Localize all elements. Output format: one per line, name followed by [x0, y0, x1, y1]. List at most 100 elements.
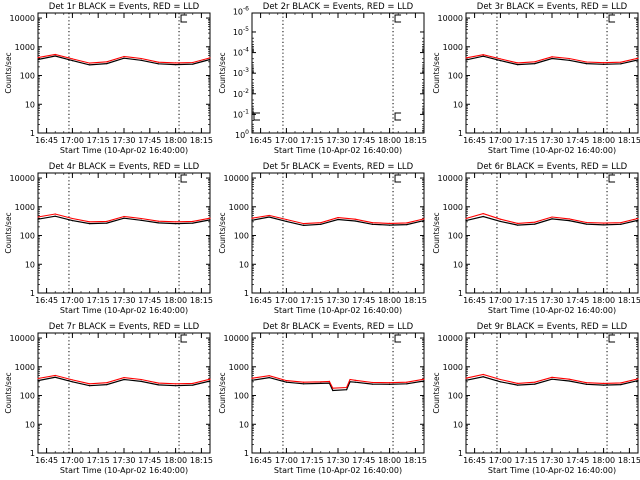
data-point-lld [328, 380, 330, 383]
x-tick-label: 17:00 [61, 456, 84, 465]
data-point-events [620, 223, 622, 225]
data-point-lld [89, 383, 91, 385]
bracket-marker [253, 112, 260, 121]
y-tick-label: 10000 [10, 334, 35, 343]
data-point-events [37, 380, 39, 382]
data-point-events [123, 378, 125, 381]
plot-frame [465, 332, 639, 454]
data-point-events [482, 376, 484, 378]
data-point-events [603, 384, 605, 386]
data-point-lld [37, 377, 39, 380]
data-point-events [332, 389, 334, 392]
x-tick-label: 17:15 [515, 456, 538, 465]
data-point-lld [37, 216, 39, 218]
y-tick-label: 10 [453, 420, 463, 429]
y-tick-label: 10 [239, 420, 249, 429]
data-point-lld [637, 217, 639, 220]
x-tick-label: 17:15 [301, 456, 324, 465]
y-tick-label: 10000 [438, 334, 463, 343]
y-axis-label: Counts/sec [432, 372, 441, 413]
data-point-lld [499, 218, 501, 220]
y-tick-label: 100 [235, 129, 249, 140]
data-point-events [157, 63, 159, 65]
x-axis-label: Start Time (10-Apr-02 16:40:00) [488, 146, 616, 155]
data-point-events [620, 384, 622, 386]
data-point-lld [54, 53, 56, 56]
data-point-lld [192, 61, 194, 64]
data-point-events [303, 224, 305, 227]
y-tick-label: 1 [458, 449, 463, 458]
data-point-lld [157, 220, 159, 222]
data-point-events [551, 57, 553, 60]
data-point-events [268, 377, 270, 379]
y-tick-label: 1000 [443, 203, 463, 212]
y-tick-label: 100 [448, 232, 463, 241]
x-tick-label: 17:30 [112, 296, 135, 305]
data-point-lld [175, 62, 177, 64]
data-point-lld [157, 382, 159, 384]
data-point-events [251, 219, 253, 221]
plot-frame [37, 172, 211, 294]
plot-frame [37, 332, 211, 454]
x-tick-label: 17:45 [352, 136, 375, 145]
data-point-lld [209, 217, 211, 219]
y-axis-label: Counts/sec [218, 372, 227, 413]
x-axis-label: Start Time (10-Apr-02 16:40:00) [60, 146, 188, 155]
y-tick-label: 1 [244, 449, 249, 458]
x-axis-label: Start Time (10-Apr-02 16:40:00) [60, 306, 188, 315]
y-tick-label: 10-4 [233, 47, 249, 58]
data-point-lld [517, 62, 519, 64]
data-point-events [585, 63, 588, 65]
data-point-lld [517, 222, 519, 224]
y-tick-label: 1 [30, 289, 35, 298]
y-tick-label: 100 [20, 232, 35, 241]
data-point-events [534, 383, 536, 385]
data-point-events [175, 223, 177, 225]
data-point-events [637, 380, 639, 382]
x-tick-label: 16:45 [463, 456, 486, 465]
y-tick-label: 10000 [224, 334, 249, 343]
data-point-lld [517, 382, 519, 384]
data-point-lld [209, 378, 211, 380]
data-point-events [106, 63, 108, 65]
y-tick-label: 100 [448, 72, 463, 81]
y-axis-label: Counts/sec [432, 52, 441, 93]
x-tick-label: 16:45 [35, 296, 58, 305]
x-tick-label: 18:00 [378, 296, 401, 305]
panel-title: Det 6r BLACK = Events, RED = LLD [477, 162, 628, 172]
data-point-lld [423, 378, 425, 380]
panel-title: Det 3r BLACK = Events, RED = LLD [477, 2, 628, 12]
panel-title: Det 5r BLACK = Events, RED = LLD [263, 162, 414, 172]
x-tick-label: 17:00 [489, 296, 512, 305]
panel-title: Det 9r BLACK = Events, RED = LLD [477, 322, 628, 332]
data-point-lld [534, 381, 536, 383]
x-tick-label: 18:15 [404, 136, 427, 145]
y-tick-label: 10000 [10, 174, 35, 183]
y-tick-label: 1000 [443, 363, 463, 372]
data-point-lld [285, 218, 287, 221]
data-point-lld [534, 221, 536, 223]
data-point-lld [482, 373, 484, 376]
data-point-lld [568, 57, 570, 60]
data-point-events [37, 58, 39, 61]
data-point-lld [482, 212, 484, 215]
data-point-lld [585, 61, 588, 63]
data-point-events [499, 60, 501, 62]
data-point-events [534, 63, 536, 65]
data-point-events [551, 218, 553, 220]
y-tick-label: 10-1 [233, 108, 249, 119]
data-point-lld [175, 383, 177, 385]
data-point-lld [268, 214, 270, 217]
data-point-lld [285, 380, 287, 382]
bracket-marker [180, 174, 188, 183]
panel-title: Det 8r BLACK = Events, RED = LLD [263, 322, 414, 332]
y-axis-label: Counts/sec [4, 212, 13, 253]
x-tick-label: 17:45 [566, 456, 589, 465]
data-point-lld [106, 220, 108, 223]
y-tick-label: 1 [244, 289, 249, 298]
y-tick-label: 100 [448, 392, 463, 401]
data-point-lld [123, 55, 125, 58]
data-point-lld [89, 221, 91, 223]
x-axis-label: Start Time (10-Apr-02 16:40:00) [488, 306, 616, 315]
